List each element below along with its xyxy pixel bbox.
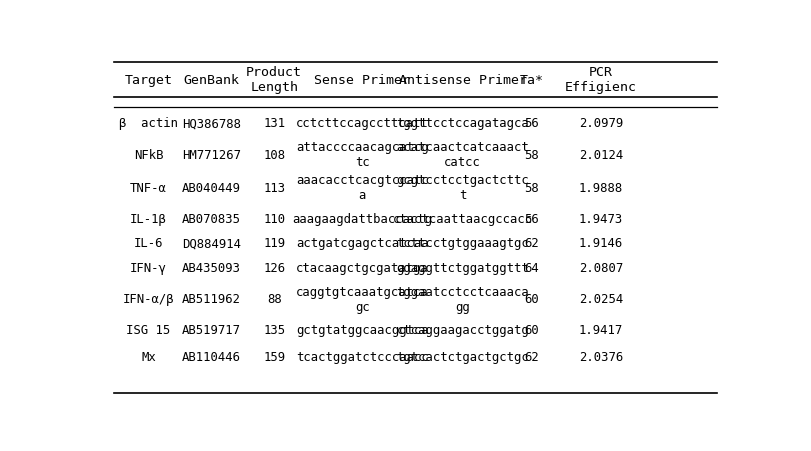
Text: 88: 88 [267,292,281,305]
Text: 58: 58 [525,148,539,161]
Text: ctacaagctgcgatatga: ctacaagctgcgatatga [296,261,428,274]
Text: aaagaagdattbaccactg: aaagaagdattbaccactg [292,212,432,226]
Text: IFN-γ: IFN-γ [130,261,167,274]
Text: tcactggatctcccaacc: tcactggatctcccaacc [296,350,428,363]
Text: 62: 62 [525,237,539,250]
Text: GenBank: GenBank [183,74,239,87]
Text: TNF-α: TNF-α [130,181,167,194]
Text: 1.9888: 1.9888 [579,181,623,194]
Text: 62: 62 [525,350,539,363]
Text: HM771267: HM771267 [182,148,241,161]
Text: acatcaactcatcaaact
catcc: acatcaactcatcaaact catcc [397,141,529,169]
Text: ctcaggaagacctggatg: ctcaggaagacctggatg [397,324,529,337]
Text: IFN-α/β: IFN-α/β [122,292,174,305]
Text: tcttcctgtggaaagtgc: tcttcctgtggaaagtgc [397,237,529,250]
Text: ctactcaattaacgccacc: ctactcaattaacgccacc [393,212,533,226]
Text: ggaggttctggatggttt: ggaggttctggatggttt [397,261,529,274]
Text: 1.9417: 1.9417 [579,324,623,337]
Text: Product
Length: Product Length [247,66,303,94]
Text: HQ386788: HQ386788 [182,117,241,130]
Text: AB511962: AB511962 [182,292,241,305]
Text: tgtcactctgactgctgc: tgtcactctgactgctgc [397,350,529,363]
Text: NFkB: NFkB [134,148,163,161]
Text: attaccccaacagcatcg
tc: attaccccaacagcatcg tc [296,141,428,169]
Text: 2.0979: 2.0979 [579,117,623,130]
Text: gcgtcctcctgactcttc
t: gcgtcctcctgactcttc t [397,174,529,202]
Text: tggttcctccagatagca: tggttcctccagatagca [397,117,529,130]
Text: 126: 126 [263,261,285,274]
Text: β  actin: β actin [119,117,178,130]
Text: Target: Target [125,74,173,87]
Text: 64: 64 [525,261,539,274]
Text: aaacacctcacgtccatc
a: aaacacctcacgtccatc a [296,174,428,202]
Text: 60: 60 [525,292,539,305]
Text: 108: 108 [263,148,285,161]
Text: PCR
Effigienc: PCR Effigienc [565,66,637,94]
Text: AB519717: AB519717 [182,324,241,337]
Text: AB070835: AB070835 [182,212,241,226]
Text: 56: 56 [525,212,539,226]
Text: 135: 135 [263,324,285,337]
Text: 1.9473: 1.9473 [579,212,623,226]
Text: AB110446: AB110446 [182,350,241,363]
Text: actgatcgagctcatcaa: actgatcgagctcatcaa [296,237,428,250]
Text: Mx: Mx [141,350,156,363]
Text: 2.0254: 2.0254 [579,292,623,305]
Text: 2.0807: 2.0807 [579,261,623,274]
Text: Ta*: Ta* [520,74,544,87]
Text: IL-6: IL-6 [134,237,163,250]
Text: caggtgtcaaatgcatca
gc: caggtgtcaaatgcatca gc [296,285,428,313]
Text: 58: 58 [525,181,539,194]
Text: 131: 131 [263,117,285,130]
Text: tggaatcctcctcaaaca
gg: tggaatcctcctcaaaca gg [397,285,529,313]
Text: 2.0124: 2.0124 [579,148,623,161]
Text: Sense Primer: Sense Primer [314,74,410,87]
Text: 159: 159 [263,350,285,363]
Text: 2.0376: 2.0376 [579,350,623,363]
Text: 119: 119 [263,237,285,250]
Text: ISG 15: ISG 15 [127,324,170,337]
Text: cctcttccagccttcatt: cctcttccagccttcatt [296,117,428,130]
Text: 1.9146: 1.9146 [579,237,623,250]
Text: 60: 60 [525,324,539,337]
Text: IL-1β: IL-1β [130,212,167,226]
Text: DQ884914: DQ884914 [182,237,241,250]
Text: AB435093: AB435093 [182,261,241,274]
Text: AB040449: AB040449 [182,181,241,194]
Text: Antisense Primer: Antisense Primer [399,74,527,87]
Text: 113: 113 [263,181,285,194]
Text: gctgtatggcaacggtca: gctgtatggcaacggtca [296,324,428,337]
Text: 56: 56 [525,117,539,130]
Text: 110: 110 [263,212,285,226]
